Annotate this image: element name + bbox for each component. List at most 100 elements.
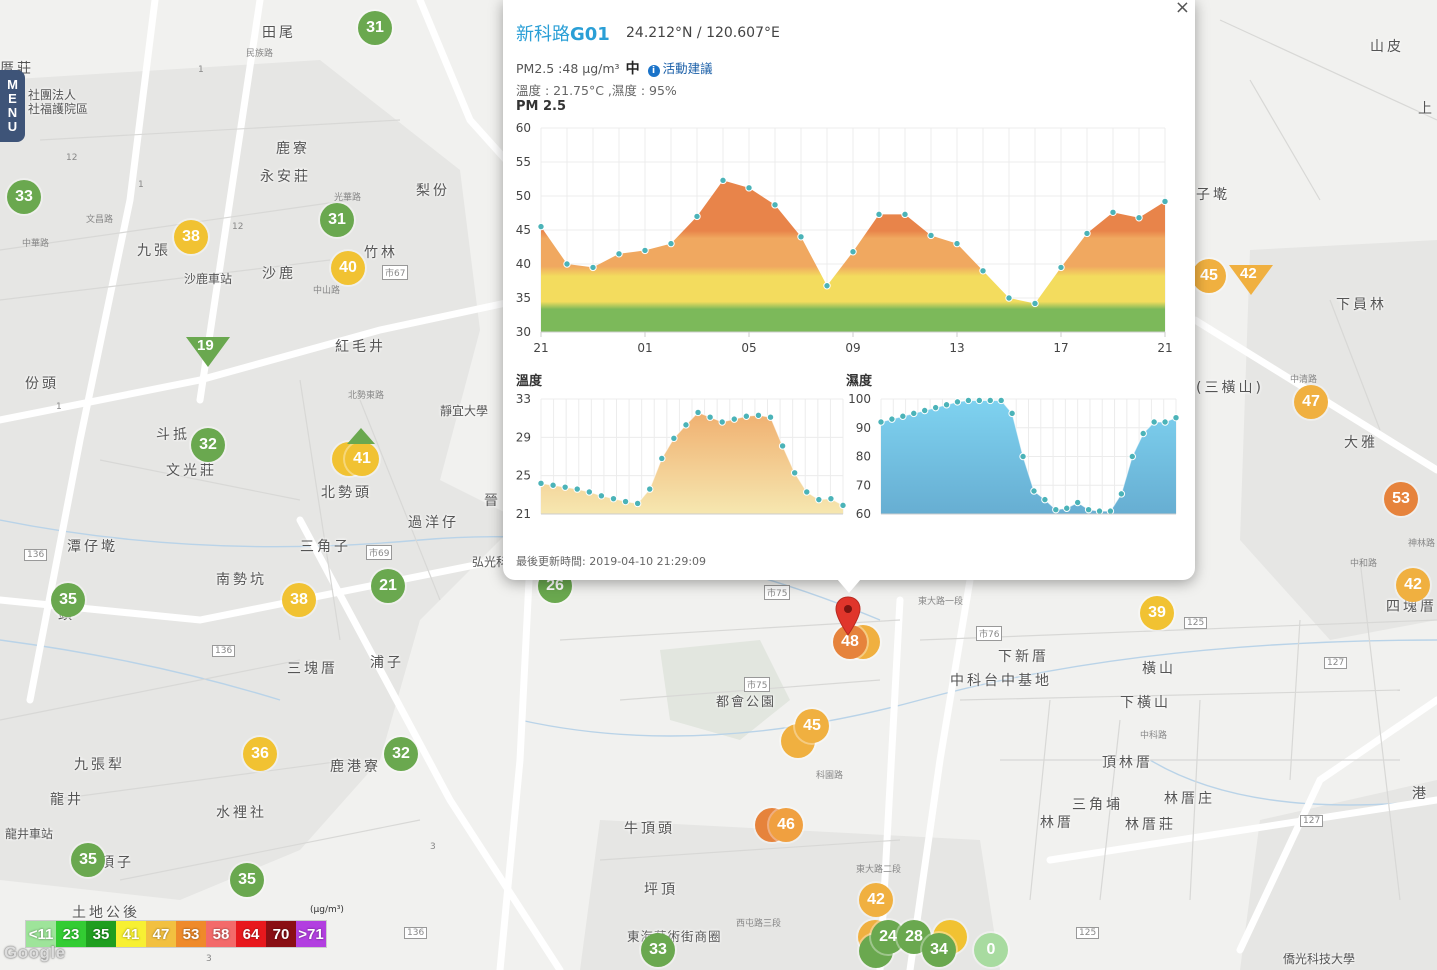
aqi-station-marker[interactable]: 38: [282, 583, 316, 617]
data-point[interactable]: [997, 396, 1005, 405]
data-point[interactable]: [561, 483, 569, 491]
data-point[interactable]: [942, 401, 951, 409]
data-point[interactable]: [754, 411, 763, 419]
location-pin-icon[interactable]: [835, 596, 861, 636]
data-point[interactable]: [931, 403, 940, 412]
data-point[interactable]: [771, 201, 779, 209]
data-point[interactable]: [1135, 214, 1143, 222]
data-point[interactable]: [549, 481, 557, 489]
data-point[interactable]: [1052, 505, 1060, 514]
activity-advice-link[interactable]: 活動建議: [662, 61, 713, 76]
data-point[interactable]: [589, 263, 597, 272]
info-icon[interactable]: i: [647, 65, 660, 77]
data-point[interactable]: [1005, 294, 1013, 302]
data-point[interactable]: [975, 396, 984, 405]
data-point[interactable]: [1117, 490, 1126, 498]
aqi-station-marker[interactable]: 33: [641, 933, 675, 967]
data-point[interactable]: [888, 415, 896, 423]
data-point[interactable]: [1063, 504, 1071, 512]
aqi-station-marker[interactable]: 24: [871, 920, 905, 954]
data-point[interactable]: [827, 494, 835, 503]
data-point[interactable]: [877, 418, 885, 426]
aqi-station-marker[interactable]: 35: [230, 863, 264, 897]
data-point[interactable]: [641, 246, 649, 255]
data-point[interactable]: [1030, 487, 1038, 495]
aqi-station-marker[interactable]: 39: [1140, 596, 1174, 630]
data-point[interactable]: [1057, 263, 1065, 272]
aqi-station-marker[interactable]: 33: [7, 180, 41, 214]
aqi-station-marker[interactable]: 45: [1192, 259, 1226, 293]
data-point[interactable]: [621, 497, 630, 506]
data-point[interactable]: [1128, 452, 1136, 461]
data-point[interactable]: [1139, 429, 1147, 438]
data-point[interactable]: [875, 210, 883, 219]
data-point[interactable]: [778, 442, 787, 450]
aqi-station-marker[interactable]: 32: [384, 737, 418, 771]
data-point[interactable]: [921, 406, 929, 415]
aqi-station-marker[interactable]: 0: [974, 933, 1008, 967]
data-point[interactable]: [1041, 495, 1049, 504]
data-point[interactable]: [537, 222, 545, 231]
aqi-station-marker[interactable]: 31: [358, 11, 392, 45]
aqi-station-marker[interactable]: 53: [1384, 482, 1418, 516]
aqi-station-marker[interactable]: 42: [1396, 568, 1430, 602]
data-point[interactable]: [658, 454, 666, 463]
close-icon[interactable]: ×: [1174, 0, 1190, 18]
data-point[interactable]: [667, 239, 675, 248]
data-point[interactable]: [986, 396, 994, 405]
menu-button[interactable]: M E N U: [0, 70, 25, 142]
aqi-station-marker[interactable]: 42: [859, 883, 893, 917]
aqi-station-marker[interactable]: 36: [243, 737, 277, 771]
data-point[interactable]: [823, 282, 831, 290]
data-point[interactable]: [899, 412, 907, 420]
aqi-station-marker[interactable]: 38: [174, 220, 208, 254]
data-point[interactable]: [1172, 413, 1180, 422]
aqi-station-marker[interactable]: 31: [320, 203, 354, 237]
data-point[interactable]: [1161, 418, 1169, 426]
data-point[interactable]: [646, 485, 654, 493]
data-point[interactable]: [953, 398, 962, 406]
aqi-station-marker[interactable]: 35: [71, 843, 105, 877]
data-point[interactable]: [1150, 418, 1158, 426]
data-point[interactable]: [1083, 229, 1091, 238]
data-point[interactable]: [849, 248, 857, 256]
data-point[interactable]: [1161, 197, 1169, 206]
data-point[interactable]: [585, 488, 594, 496]
data-point[interactable]: [766, 413, 775, 421]
data-point[interactable]: [633, 499, 642, 508]
data-point[interactable]: [964, 396, 973, 405]
data-point[interactable]: [910, 409, 918, 418]
data-point[interactable]: [563, 260, 571, 268]
data-point[interactable]: [573, 485, 581, 493]
data-point[interactable]: [1084, 505, 1093, 514]
data-point[interactable]: [1008, 409, 1016, 418]
data-point[interactable]: [953, 239, 961, 248]
data-point[interactable]: [730, 415, 738, 423]
data-point[interactable]: [694, 408, 702, 417]
data-point[interactable]: [790, 469, 799, 477]
data-point[interactable]: [1031, 299, 1039, 308]
data-point[interactable]: [706, 413, 714, 421]
aqi-sensor-marker[interactable]: 42: [1229, 265, 1273, 295]
data-point[interactable]: [1073, 498, 1082, 507]
aqi-sensor-marker-up[interactable]: [347, 428, 375, 444]
data-point[interactable]: [742, 412, 751, 420]
aqi-station-marker[interactable]: 40: [331, 251, 365, 285]
aqi-station-marker[interactable]: 34: [922, 933, 956, 967]
data-point[interactable]: [537, 479, 545, 488]
data-point[interactable]: [693, 212, 701, 221]
data-point[interactable]: [839, 501, 847, 510]
data-point[interactable]: [1095, 507, 1104, 515]
aqi-sensor-marker[interactable]: 19: [186, 337, 230, 367]
data-point[interactable]: [682, 421, 690, 429]
data-point[interactable]: [597, 492, 606, 500]
data-point[interactable]: [797, 233, 805, 241]
data-point[interactable]: [927, 231, 935, 240]
aqi-station-marker[interactable]: 46: [769, 808, 803, 842]
data-point[interactable]: [1106, 507, 1115, 515]
data-point[interactable]: [901, 210, 909, 219]
aqi-station-marker[interactable]: 35: [51, 583, 85, 617]
data-point[interactable]: [719, 176, 727, 185]
aqi-station-marker[interactable]: 47: [1294, 385, 1328, 419]
aqi-station-marker[interactable]: 21: [371, 569, 405, 603]
